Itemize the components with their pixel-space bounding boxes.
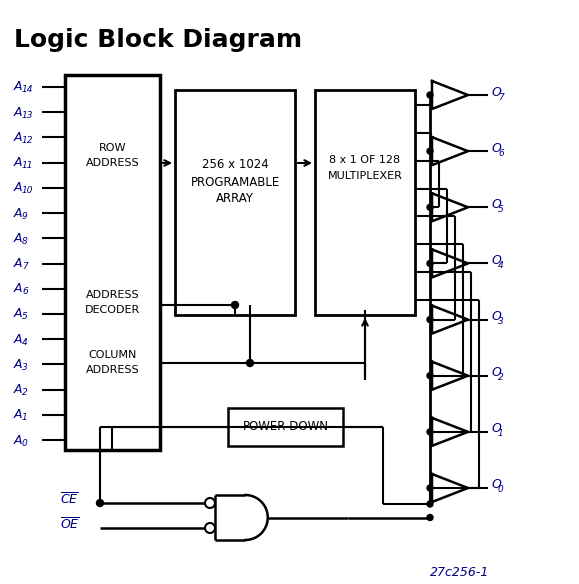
Circle shape <box>97 499 104 506</box>
Text: 4: 4 <box>498 261 504 270</box>
Text: 7: 7 <box>498 92 504 102</box>
Text: A: A <box>14 358 23 371</box>
Text: O: O <box>491 85 501 99</box>
Text: A: A <box>14 81 23 93</box>
Circle shape <box>427 515 433 520</box>
Text: A: A <box>14 232 23 245</box>
Text: 8: 8 <box>22 237 28 246</box>
Text: $\overline{OE}$: $\overline{OE}$ <box>60 517 80 533</box>
Text: O: O <box>491 254 501 267</box>
Text: 4: 4 <box>22 338 28 347</box>
Text: ARRAY: ARRAY <box>216 192 254 204</box>
Text: O: O <box>491 478 501 492</box>
Text: PROGRAMABLE: PROGRAMABLE <box>190 176 280 189</box>
Text: A: A <box>14 282 23 296</box>
Circle shape <box>232 301 239 308</box>
Text: A: A <box>14 433 23 447</box>
Text: A: A <box>14 408 23 421</box>
Text: 5: 5 <box>498 205 504 214</box>
Text: MULTIPLEXER: MULTIPLEXER <box>328 171 402 181</box>
Text: ADDRESS: ADDRESS <box>86 365 140 375</box>
Text: A: A <box>14 257 23 270</box>
Circle shape <box>427 260 433 266</box>
Circle shape <box>427 429 433 435</box>
Text: O: O <box>491 310 501 323</box>
Circle shape <box>427 148 433 154</box>
Text: 7: 7 <box>22 262 28 271</box>
Text: A: A <box>14 307 23 321</box>
Bar <box>65 75 160 450</box>
Text: O: O <box>491 142 501 155</box>
Circle shape <box>427 485 433 491</box>
Circle shape <box>427 92 433 98</box>
Text: 27c256-1: 27c256-1 <box>430 566 489 579</box>
Text: 2: 2 <box>22 388 28 397</box>
Text: 1: 1 <box>22 413 28 422</box>
Text: O: O <box>491 366 501 379</box>
Circle shape <box>205 498 215 508</box>
Text: 3: 3 <box>22 363 28 372</box>
Text: 12: 12 <box>22 136 34 145</box>
Text: ADDRESS: ADDRESS <box>86 158 140 168</box>
Circle shape <box>205 523 215 533</box>
Text: O: O <box>491 198 501 211</box>
Text: 256 x 1024: 256 x 1024 <box>201 158 269 172</box>
Circle shape <box>247 360 254 367</box>
Text: POWER-DOWN: POWER-DOWN <box>243 420 328 433</box>
Text: 6: 6 <box>22 287 28 296</box>
Text: O: O <box>491 422 501 435</box>
Text: DECODER: DECODER <box>85 305 140 315</box>
Circle shape <box>427 373 433 378</box>
Text: 2: 2 <box>498 373 504 382</box>
Text: A: A <box>14 207 23 220</box>
Text: 8 x 1 OF 128: 8 x 1 OF 128 <box>329 155 401 165</box>
Text: ADDRESS: ADDRESS <box>86 290 140 300</box>
Text: 1: 1 <box>498 429 504 439</box>
Text: A: A <box>14 333 23 346</box>
Text: 6: 6 <box>498 149 504 158</box>
Text: Logic Block Diagram: Logic Block Diagram <box>14 28 302 52</box>
Text: A: A <box>14 156 23 169</box>
Text: A: A <box>14 131 23 144</box>
Text: $\overline{CE}$: $\overline{CE}$ <box>60 492 79 507</box>
Text: 13: 13 <box>22 111 34 120</box>
Bar <box>175 90 295 315</box>
Circle shape <box>427 204 433 210</box>
Circle shape <box>427 501 433 507</box>
Bar <box>228 408 343 446</box>
Text: A: A <box>14 182 23 194</box>
Text: A: A <box>14 106 23 119</box>
Circle shape <box>427 317 433 322</box>
Text: 11: 11 <box>22 161 34 170</box>
Text: 14: 14 <box>22 85 34 95</box>
Text: 0: 0 <box>22 439 28 447</box>
Text: 0: 0 <box>498 485 504 495</box>
Text: A: A <box>14 383 23 396</box>
Text: ROW: ROW <box>99 143 126 153</box>
Text: 9: 9 <box>22 211 28 221</box>
Text: 10: 10 <box>22 186 34 196</box>
Bar <box>315 90 415 315</box>
Text: 5: 5 <box>22 312 28 321</box>
Text: COLUMN: COLUMN <box>89 350 137 360</box>
Text: 3: 3 <box>498 317 504 326</box>
